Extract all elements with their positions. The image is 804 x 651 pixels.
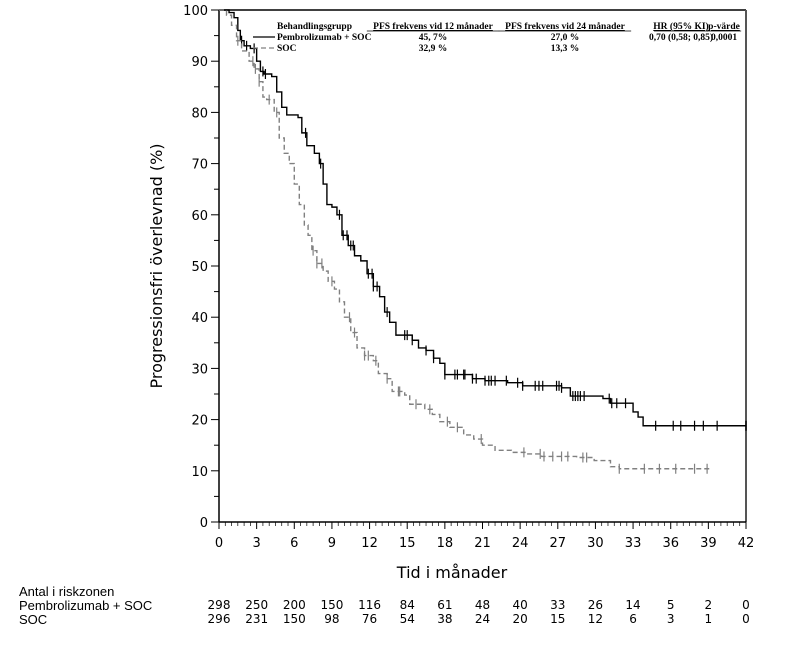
series-soc [219, 9, 713, 474]
at-risk-count: 150 [282, 612, 306, 626]
y-tick-label: 30 [191, 362, 208, 377]
x-tick-label: 9 [328, 536, 336, 551]
x-tick-label: 18 [437, 536, 454, 551]
y-tick-label: 40 [191, 311, 208, 326]
at-risk-count: 296 [207, 612, 231, 626]
at-risk-group-soc: SOC [19, 612, 48, 627]
legend-header: PFS frekvens vid 24 månader [505, 21, 625, 32]
km-curve-line [219, 9, 746, 427]
at-risk-count: 150 [320, 598, 344, 612]
at-risk-count: 12 [587, 612, 604, 626]
at-risk-count: 48 [474, 598, 491, 612]
at-risk-count: 298 [207, 598, 231, 612]
x-tick-label: 15 [399, 536, 416, 551]
at-risk-title: Antal i riskzonen [19, 584, 115, 599]
legend-pfs12: 45, 7% [419, 33, 448, 43]
legend-pfs24: 13,3 % [551, 44, 580, 54]
at-risk-count: 1 [704, 612, 713, 626]
at-risk-count: 250 [245, 598, 269, 612]
at-risk-count: 116 [358, 598, 382, 612]
y-tick-label: 60 [191, 209, 208, 224]
at-risk-count: 38 [437, 612, 453, 626]
x-tick-label: 39 [700, 536, 717, 551]
x-axis-title: Tid i månader [396, 563, 508, 582]
legend: Behandlingsgrupp PFS frekvens vid 12 måna… [253, 21, 742, 54]
y-tick-label: 0 [200, 516, 208, 531]
x-tick-label: 3 [253, 536, 261, 551]
at-risk-count: 33 [550, 598, 566, 612]
x-tick-label: 33 [625, 536, 642, 551]
legend-header: PFS frekvens vid 12 månader [373, 21, 493, 32]
at-risk-count: 24 [474, 612, 491, 626]
at-risk-count: 200 [282, 598, 306, 612]
y-tick-label: 100 [183, 4, 208, 19]
at-risk-count: 26 [587, 598, 604, 612]
series-pembrolizumab-soc [219, 9, 747, 431]
curves [219, 9, 747, 474]
y-tick-label: 70 [191, 158, 208, 173]
y-tick-label: 90 [191, 55, 208, 70]
x-tick-label: 0 [215, 536, 223, 551]
legend-pfs12: 32,9 % [419, 44, 448, 54]
y-tick-label: 20 [191, 414, 208, 429]
at-risk-count: 2 [704, 598, 713, 612]
km-curve-line [219, 9, 713, 470]
y-tick-label: 50 [191, 260, 208, 275]
legend-pfs24: 27,0 % [551, 33, 580, 43]
at-risk-count: 76 [361, 612, 378, 626]
at-risk-count: 54 [399, 612, 415, 626]
at-risk-count: 14 [625, 598, 641, 612]
x-tick-label: 24 [512, 536, 529, 551]
x-tick-label: 36 [662, 536, 679, 551]
x-tick-label: 42 [738, 536, 755, 551]
at-risk-count: 84 [399, 598, 415, 612]
at-risk-count: 61 [437, 598, 453, 612]
at-risk-count: 40 [512, 598, 528, 612]
legend-p: 0,0001 [711, 33, 737, 43]
y-tick-label: 80 [191, 106, 208, 121]
legend-header: Behandlingsgrupp [277, 22, 352, 32]
at-risk-count: 5 [666, 598, 675, 612]
at-risk-count: 20 [512, 612, 528, 626]
at-risk-group-pembro: Pembrolizumab + SOC [19, 598, 153, 613]
y-axis-title: Progressionsfri överlevnad (%) [147, 143, 166, 388]
at-risk-count: 231 [245, 612, 269, 626]
x-tick-label: 30 [587, 536, 604, 551]
at-risk-count: 3 [666, 612, 675, 626]
at-risk-count: 15 [550, 612, 566, 626]
legend-group: Pembrolizumab + SOC [277, 33, 372, 43]
at-risk-count: 0 [742, 598, 750, 612]
x-tick-label: 27 [550, 536, 567, 551]
x-tick-label: 21 [474, 536, 491, 551]
at-risk-count: 6 [629, 612, 637, 626]
legend-group: SOC [277, 44, 297, 54]
legend-header: HR (95% KI) [653, 21, 708, 32]
y-tick-label: 10 [191, 465, 208, 480]
legend-hr: 0,70 (0,58; 0,85) [649, 32, 713, 43]
at-risk-count: 0 [742, 612, 750, 626]
at-risk-count: 98 [324, 612, 340, 626]
legend-header: p-värde [708, 22, 740, 32]
x-tick-label: 12 [361, 536, 378, 551]
x-tick-label: 6 [290, 536, 298, 551]
